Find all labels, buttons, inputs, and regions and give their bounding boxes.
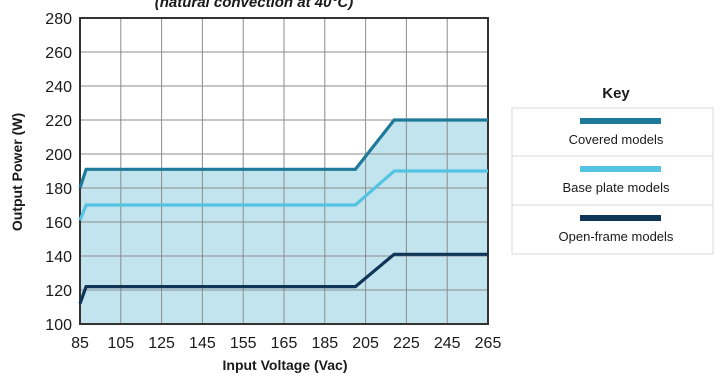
x-tick-label: 185 [311,335,338,352]
y-tick-label: 240 [45,79,72,96]
series-lines [78,118,488,305]
y-tick-labels: 100 120 140 160 180 200 220 240 260 280 [45,11,72,334]
x-tick-label: 145 [189,335,216,352]
y-axis-label: Output Power (W) [9,113,25,231]
y-tick-label: 260 [45,45,72,62]
legend-box [511,107,714,255]
legend-title: Key [602,85,630,102]
chart-title: (natural convection at 40°C) [155,0,354,11]
legend-swatch [580,118,661,124]
y-tick-label: 120 [45,283,72,300]
legend-swatch [580,166,661,172]
legend-label: Open-frame models [559,229,674,244]
y-tick-label: 160 [45,215,72,232]
series-line [78,169,488,221]
x-tick-label: 265 [475,335,502,352]
x-tick-label: 245 [434,335,461,352]
series-line [78,252,488,305]
legend: Key Covered models Base plate models Open-… [511,85,714,255]
legend-label: Base plate models [563,180,670,195]
y-tick-label: 280 [45,11,72,28]
y-tick-label: 200 [45,147,72,164]
y-tick-label: 220 [45,113,72,130]
x-tick-label: 155 [230,335,257,352]
x-tick-label: 85 [71,335,89,352]
series-line [78,118,488,189]
y-tick-label: 140 [45,249,72,266]
y-tick-label: 100 [45,317,72,334]
x-tick-label: 165 [271,335,298,352]
x-axis-label: Input Voltage (Vac) [223,357,348,373]
x-tick-label: 225 [393,335,420,352]
y-tick-label: 180 [45,181,72,198]
x-tick-labels: 85 105 125 145 155 165 185 205 225 245 265 [71,335,501,352]
legend-swatch [580,215,661,221]
legend-label: Covered models [569,132,664,147]
x-tick-label: 125 [148,335,175,352]
x-tick-label: 205 [352,335,379,352]
x-tick-label: 105 [107,335,134,352]
